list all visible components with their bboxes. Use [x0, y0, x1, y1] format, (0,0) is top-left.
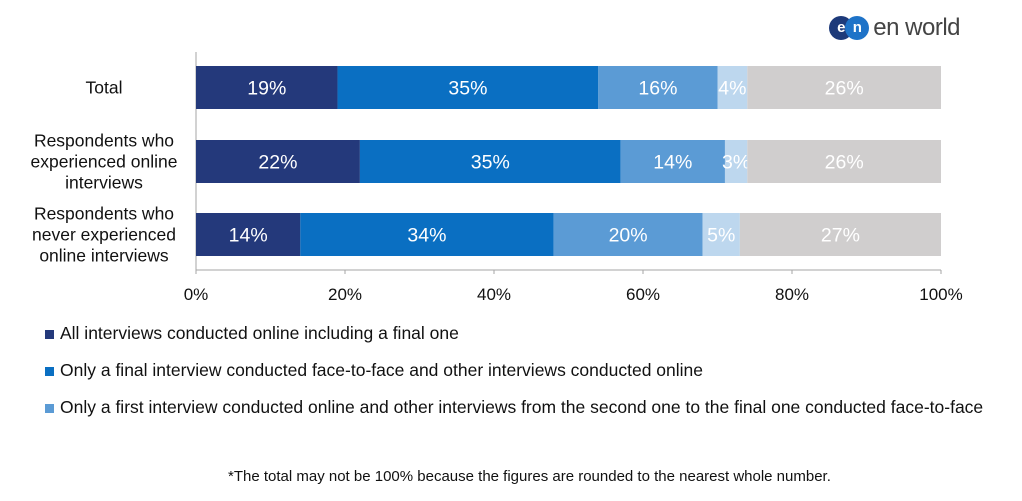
bar-segment	[620, 140, 725, 183]
category-label: interviews	[65, 173, 143, 193]
data-label: 26%	[825, 152, 864, 174]
category-label: experienced online	[31, 152, 178, 172]
bar-segment	[300, 213, 554, 256]
legend-swatch-icon	[45, 367, 54, 376]
legend-label: Only a first interview conducted online …	[60, 397, 984, 417]
bar-segment	[717, 66, 748, 109]
category-label: Respondents who	[34, 204, 174, 224]
category-label: Total	[86, 78, 123, 98]
data-label: 34%	[407, 225, 446, 247]
data-label: 35%	[471, 152, 510, 174]
category-label: online interviews	[39, 246, 169, 266]
bar-segment	[337, 66, 599, 109]
legend-label: Only a final interview conducted face-to…	[60, 360, 704, 380]
data-label: 14%	[653, 152, 692, 174]
bar-segment	[196, 140, 360, 183]
x-tick-label: 40%	[477, 285, 511, 304]
legend-swatch-icon	[45, 404, 54, 413]
legend-item: All interviews conducted online includin…	[45, 322, 1000, 344]
bar-segment	[747, 66, 941, 109]
data-label: 16%	[638, 78, 677, 100]
bar-segment	[359, 140, 621, 183]
brand-name: en world	[873, 14, 960, 41]
brand-logo: e n en world	[829, 14, 960, 42]
legend-swatch-icon	[45, 330, 54, 339]
x-tick-label: 20%	[328, 285, 362, 304]
bar-segment	[739, 213, 941, 256]
x-tick-label: 60%	[626, 285, 660, 304]
data-label: 14%	[229, 225, 268, 247]
data-label: 5%	[707, 225, 735, 247]
bar-segment	[196, 66, 338, 109]
bar-segment	[196, 213, 301, 256]
data-label: 3%	[722, 152, 750, 174]
chart-legend: All interviews conducted online includin…	[45, 322, 1000, 433]
data-label: 27%	[821, 225, 860, 247]
data-label: 4%	[718, 78, 746, 100]
footnote: *The total may not be 100% because the f…	[228, 468, 831, 485]
bar-segment	[702, 213, 740, 256]
data-label: 20%	[609, 225, 648, 247]
logo-letter-n: n	[845, 16, 870, 40]
legend-item: Only a final interview conducted face-to…	[45, 359, 1000, 381]
bar-segment	[747, 140, 941, 183]
bar-segment	[724, 140, 748, 183]
legend-label: All interviews conducted online includin…	[60, 323, 459, 343]
x-tick-label: 80%	[775, 285, 809, 304]
bar-segment	[553, 213, 703, 256]
logo-mark-icon: e n	[829, 16, 870, 40]
x-tick-label: 100%	[919, 285, 962, 304]
data-label: 22%	[258, 152, 297, 174]
category-label: Respondents who	[34, 131, 174, 151]
legend-item: Only a first interview conducted online …	[45, 396, 1000, 418]
bar-segment	[598, 66, 718, 109]
data-label: 26%	[825, 78, 864, 100]
x-tick-label: 0%	[184, 285, 209, 304]
category-label: never experienced	[32, 225, 176, 245]
data-label: 19%	[247, 78, 286, 100]
data-label: 35%	[448, 78, 487, 100]
